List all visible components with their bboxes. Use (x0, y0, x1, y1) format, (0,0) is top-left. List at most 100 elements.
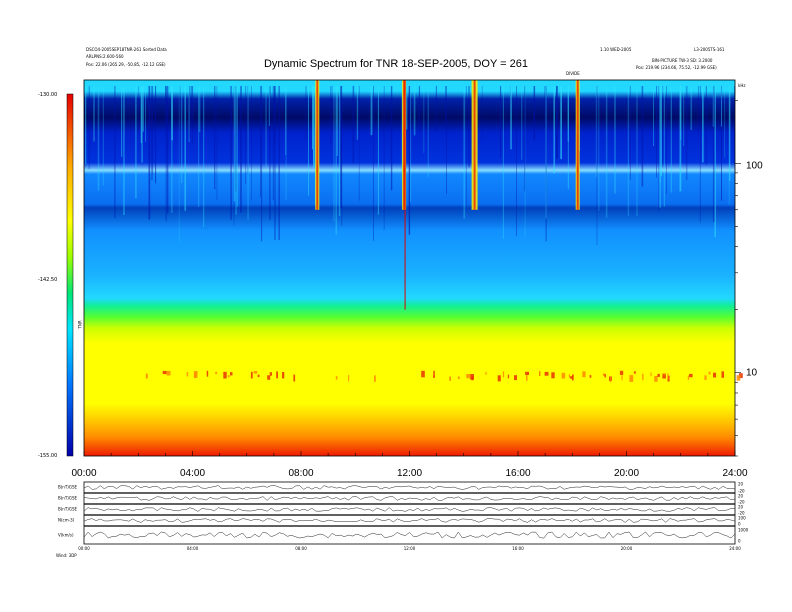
spot (738, 373, 743, 379)
x-tick-6: 24:00 (722, 468, 748, 479)
streak (313, 86, 314, 168)
streak (556, 86, 558, 159)
colorbar-label: TNR (77, 320, 83, 329)
streak (533, 86, 536, 140)
streak (233, 86, 236, 202)
event-core-burst-2 (403, 80, 406, 210)
streak (627, 86, 630, 216)
streak (660, 86, 662, 176)
colorbar-tick-mid: -142.50 (38, 277, 58, 283)
streak (274, 86, 275, 145)
y-tick-label-100: 100 (746, 160, 763, 172)
spot (470, 374, 474, 380)
spot (662, 373, 666, 379)
streak (728, 86, 730, 206)
streak (203, 86, 205, 227)
spot (374, 375, 376, 382)
streak (410, 86, 412, 202)
streak (659, 86, 661, 208)
streak (235, 86, 237, 215)
streak (401, 86, 402, 181)
streak (191, 86, 193, 127)
panel-x-tick-0: 00:00 (78, 546, 90, 551)
spot (589, 375, 592, 378)
streak (189, 86, 191, 138)
panel-trace-3 (83, 507, 736, 512)
streak (521, 86, 523, 160)
streak (138, 86, 139, 135)
streak (377, 86, 379, 215)
colorbar-tick-bottom: -155.00 (38, 453, 58, 459)
spot (704, 375, 707, 380)
spot (215, 371, 218, 375)
spot (206, 370, 209, 377)
streak (268, 86, 270, 126)
spot (433, 370, 435, 377)
spot (544, 371, 549, 376)
streak (142, 86, 144, 132)
spot (657, 373, 660, 377)
streak (545, 86, 547, 242)
spot (663, 373, 666, 376)
streak (336, 86, 338, 156)
streak (500, 86, 502, 159)
streak (406, 86, 408, 130)
streak (216, 86, 218, 201)
x-tick-0: 00:00 (71, 468, 97, 479)
spot (708, 371, 711, 375)
panel-rtick-5a: 1000 (738, 527, 749, 533)
y-axis-ticks (735, 99, 741, 457)
header-right-line2: L3-2005TS-161 (694, 47, 725, 52)
y-unit-label: kHz (738, 83, 746, 88)
streak (312, 86, 313, 150)
streak (247, 86, 249, 220)
streak (567, 86, 569, 142)
streak (663, 86, 665, 207)
streak (659, 86, 661, 183)
streak (614, 86, 616, 194)
header-left-line1: DSCO4-2005SEP18TNR-261 Sorted Data (86, 47, 167, 52)
x-tick-5: 20:00 (613, 468, 640, 479)
spot (433, 375, 435, 378)
spot (186, 372, 189, 377)
streak (141, 86, 143, 163)
spot (667, 375, 670, 382)
streak (285, 86, 287, 200)
x-tick-3: 12:00 (396, 468, 423, 479)
colorbar (66, 93, 74, 457)
spot (736, 375, 741, 381)
spot (421, 370, 425, 378)
streak (545, 86, 547, 219)
streak (435, 86, 437, 133)
panel-rtick-5b: 0 (738, 538, 741, 544)
header-right-pos: Pos: 219.96 (234.66, 75.52, -12.99 GSE) (636, 65, 717, 70)
streak (679, 86, 682, 192)
streak (553, 86, 555, 174)
streak (123, 86, 125, 215)
streak (721, 86, 722, 201)
streak (705, 86, 707, 165)
streak (341, 86, 343, 226)
streak (180, 86, 183, 184)
streak (373, 86, 374, 241)
streak (247, 86, 249, 175)
spot (507, 374, 510, 379)
spot (269, 372, 272, 376)
spot (497, 375, 501, 382)
streak (233, 86, 235, 226)
panel-label-5: V(km/s) (58, 532, 74, 538)
panel-x-tick-5: 20:00 (620, 546, 633, 551)
streak (188, 86, 190, 142)
event-core-burst-3 (473, 80, 476, 210)
streak (165, 86, 168, 222)
spot (568, 374, 570, 378)
streak (230, 86, 232, 220)
panel-x-tick-6: 24:00 (729, 546, 741, 551)
panel-rtick-1b: -20 (738, 488, 745, 494)
streak (198, 86, 200, 207)
spot (629, 375, 634, 382)
panel-rtick-3b: -20 (738, 510, 745, 516)
spot (227, 375, 230, 378)
streak (260, 86, 261, 197)
